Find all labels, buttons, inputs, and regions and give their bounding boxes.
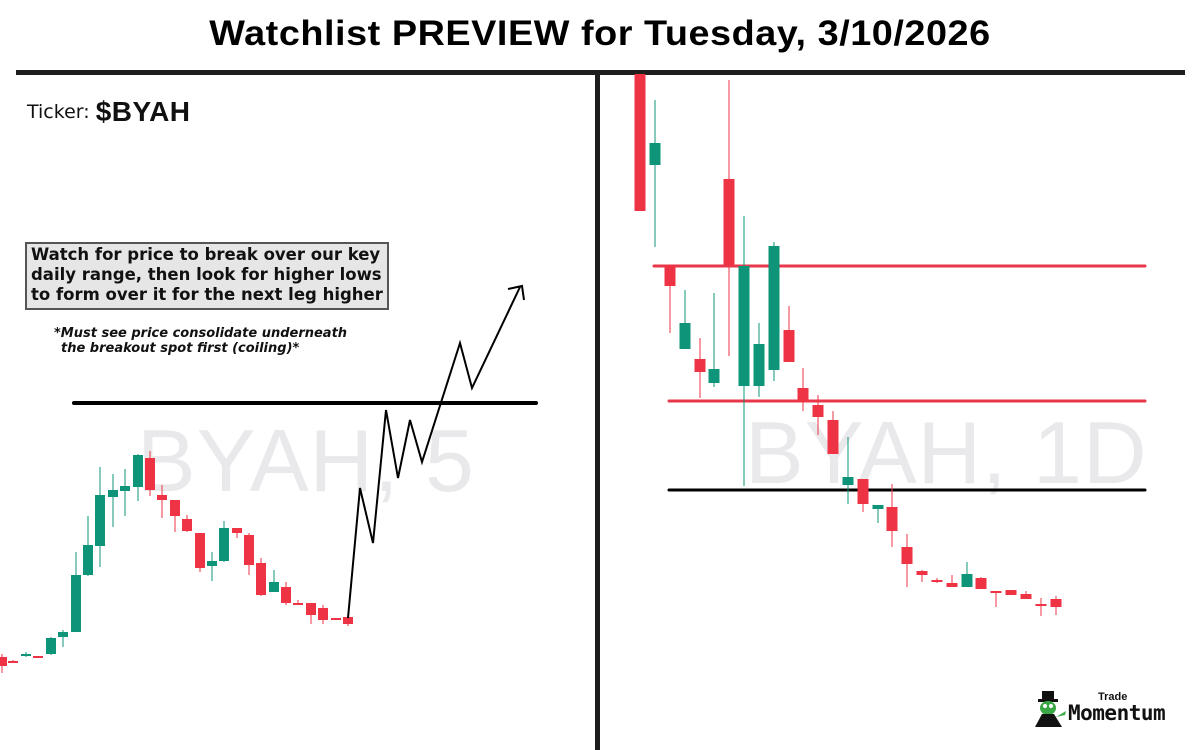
ticker-prefix: Ticker: <box>27 101 90 123</box>
logo-momentum: Momentum <box>1068 701 1166 725</box>
bull-candle <box>58 632 68 637</box>
arrow-up-icon <box>507 284 525 301</box>
bull-candle <box>108 490 118 497</box>
bear-candle <box>694 359 706 372</box>
bear-candle <box>812 405 824 417</box>
bear-candle <box>1005 590 1017 595</box>
bear-candle <box>244 535 254 565</box>
bear-candle <box>182 519 192 531</box>
bear-candle <box>293 603 303 605</box>
coiling-note: *Must see price consolidate underneath t… <box>54 326 347 356</box>
bull-candle <box>133 455 143 487</box>
bull-candle <box>768 246 780 370</box>
bear-candle <box>170 500 180 516</box>
bull-candle <box>842 477 854 485</box>
watermark-5min: BYAH, 5 <box>137 411 475 510</box>
bear-candle <box>33 656 43 658</box>
header-divider <box>16 70 1185 75</box>
bull-candle <box>753 344 765 386</box>
bear-candle <box>723 179 735 265</box>
bear-candle <box>886 507 898 531</box>
bull-candle <box>219 528 229 561</box>
bull-candle <box>269 582 279 592</box>
bull-candle <box>120 486 130 491</box>
bear-candle <box>783 330 795 362</box>
page-title: Watchlist PREVIEW for Tuesday, 3/10/2026 <box>209 14 991 53</box>
mascot-icon <box>1035 691 1066 727</box>
bull-candle <box>738 266 750 386</box>
bull-candle <box>679 323 691 349</box>
callout-box: Watch for price to break over our key da… <box>25 242 389 310</box>
watermark-daily: BYAH, 1D <box>745 403 1148 502</box>
bear-candle <box>1050 599 1062 607</box>
bear-candle <box>306 603 316 615</box>
logo-trade: Trade <box>1098 691 1128 703</box>
bear-candle <box>343 617 353 624</box>
bear-candle <box>827 420 839 454</box>
bear-candle <box>318 608 328 620</box>
bear-candle <box>664 265 676 286</box>
note-line-2: the breakout spot first (coiling)* <box>61 341 300 356</box>
bear-candle <box>1020 594 1032 599</box>
bear-candle <box>975 578 987 589</box>
bull-candle <box>46 638 56 654</box>
bull-candle <box>95 495 105 546</box>
bear-candle <box>331 618 341 620</box>
bear-candle <box>8 661 18 663</box>
bear-candle <box>901 547 913 564</box>
projection-path <box>347 286 521 619</box>
bull-candle <box>708 369 720 383</box>
bear-candle <box>0 657 7 666</box>
bear-candle <box>145 458 155 490</box>
bear-candle <box>990 591 1002 593</box>
bear-candle <box>256 563 266 595</box>
bear-candle <box>232 528 242 533</box>
bull-candle <box>872 505 884 509</box>
ticker-label: Ticker: $BYAH <box>27 96 191 128</box>
bear-candle <box>797 388 809 402</box>
bear-candle <box>931 580 943 582</box>
bull-candle <box>21 654 31 656</box>
bear-candle <box>1035 604 1047 606</box>
bull-candle <box>649 143 661 165</box>
bear-candle <box>281 587 291 603</box>
note-line-1: *Must see price consolidate underneath <box>54 326 348 341</box>
bear-candle <box>916 571 928 575</box>
bear-candle <box>195 533 205 568</box>
panel-divider <box>595 72 600 750</box>
trade-momentum-logo: Trade Momentum <box>1032 690 1182 728</box>
bull-candle <box>207 561 217 566</box>
bear-candle <box>946 583 958 587</box>
ticker-symbol: $BYAH <box>95 96 191 127</box>
bull-candle <box>961 574 973 587</box>
bear-candle <box>857 479 869 504</box>
bull-candle <box>83 545 93 575</box>
bear-candle <box>157 495 167 500</box>
bear-candle <box>634 74 646 211</box>
bull-candle <box>71 575 81 632</box>
